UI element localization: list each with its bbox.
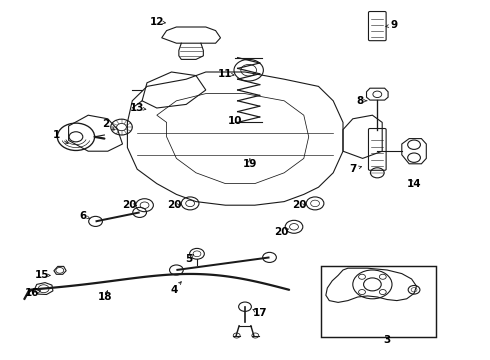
Text: 2: 2	[102, 119, 109, 129]
Text: 9: 9	[391, 20, 398, 30]
Text: 10: 10	[228, 116, 243, 126]
Text: 20: 20	[274, 227, 289, 237]
Text: 17: 17	[252, 308, 267, 318]
Text: 4: 4	[170, 285, 178, 295]
Text: 15: 15	[34, 270, 49, 280]
Bar	[321, 266, 436, 337]
Text: 14: 14	[407, 179, 421, 189]
Text: 13: 13	[130, 103, 145, 113]
Text: 6: 6	[80, 211, 87, 221]
Text: 12: 12	[149, 17, 164, 27]
Text: 20: 20	[167, 200, 181, 210]
Text: 11: 11	[218, 69, 233, 79]
Text: 8: 8	[357, 96, 364, 106]
Text: 16: 16	[24, 288, 39, 298]
Text: 18: 18	[98, 292, 113, 302]
Text: 19: 19	[243, 159, 257, 169]
Text: 20: 20	[122, 200, 137, 210]
Text: 20: 20	[292, 200, 306, 210]
Text: 7: 7	[349, 164, 357, 174]
Text: 5: 5	[185, 254, 192, 264]
Text: 1: 1	[53, 130, 60, 140]
Text: 3: 3	[384, 335, 391, 345]
